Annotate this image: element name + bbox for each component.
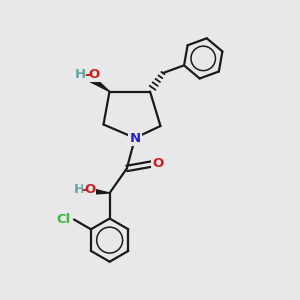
- Text: N: N: [129, 131, 141, 145]
- Text: -: -: [84, 67, 90, 82]
- Text: Cl: Cl: [57, 213, 71, 226]
- Text: O: O: [84, 183, 95, 196]
- Text: H: H: [73, 183, 84, 196]
- Text: O: O: [152, 158, 164, 170]
- Text: H: H: [75, 68, 86, 81]
- Polygon shape: [85, 73, 110, 92]
- Text: -: -: [81, 182, 87, 197]
- Polygon shape: [84, 187, 110, 195]
- Text: O: O: [88, 68, 100, 81]
